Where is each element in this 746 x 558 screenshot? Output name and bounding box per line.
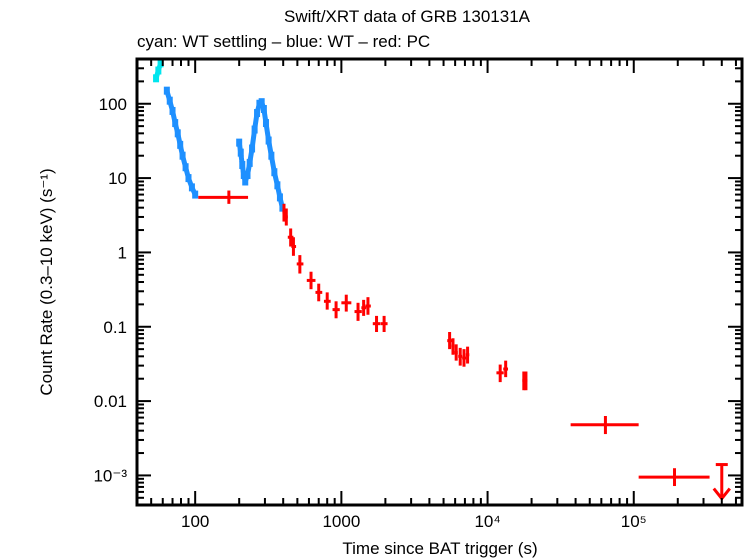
data-point <box>458 347 463 366</box>
data-point <box>306 271 316 290</box>
data-point <box>496 364 504 383</box>
data-point <box>174 129 181 138</box>
data-point <box>454 344 458 361</box>
data-point <box>179 151 186 160</box>
x-tick-label: 100 <box>181 512 209 531</box>
data-point <box>323 292 331 310</box>
ticks-layer <box>136 58 742 506</box>
data-point <box>192 190 199 199</box>
data-point <box>271 168 278 177</box>
data-point <box>157 59 164 68</box>
y-tick-label: 0.1 <box>103 318 127 337</box>
data-point <box>239 160 246 169</box>
x-tick-labels: 100 1000 10⁴ 10⁵ <box>181 512 647 531</box>
data-point <box>268 151 275 160</box>
series-wt <box>163 86 286 212</box>
y-tick-label: 10 <box>108 169 127 188</box>
data-point <box>354 302 362 321</box>
data-point <box>237 148 244 157</box>
data-point <box>291 237 297 256</box>
data-point <box>451 338 455 355</box>
series-pc <box>198 190 731 501</box>
data-point <box>153 74 160 83</box>
data-point <box>242 177 249 186</box>
data-point <box>524 371 528 391</box>
data-point <box>361 299 367 316</box>
data-point <box>570 416 639 435</box>
data-point <box>638 468 710 487</box>
y-axis-label: Count Rate (0.3–10 keV) (s⁻¹) <box>37 168 56 395</box>
x-tick-label: 10⁵ <box>621 512 647 531</box>
data-point <box>274 181 281 190</box>
data-point <box>166 96 173 105</box>
data-point <box>315 283 323 302</box>
data-layer <box>153 59 731 501</box>
x-tick-label: 10⁴ <box>474 512 500 531</box>
data-point <box>251 125 258 134</box>
data-point <box>172 119 179 128</box>
series-wt-settling <box>153 59 164 83</box>
plot-frame <box>135 57 744 507</box>
data-point <box>447 331 452 350</box>
data-point <box>163 86 170 95</box>
data-point <box>465 346 470 364</box>
data-point <box>240 171 247 180</box>
y-tick-label: 10⁻³ <box>93 466 127 485</box>
data-point <box>462 349 467 367</box>
data-point <box>296 255 304 274</box>
data-point <box>262 119 269 128</box>
data-point <box>276 193 283 202</box>
data-point <box>260 104 267 113</box>
data-point <box>380 315 388 332</box>
x-axis-label: Time since BAT trigger (s) <box>342 539 537 558</box>
data-point <box>254 109 261 118</box>
upper-limit <box>712 463 731 501</box>
data-point <box>503 360 509 378</box>
y-tick-labels: 100 10 1 0.1 0.01 10⁻³ <box>93 95 127 486</box>
chart-title: Swift/XRT data of GRB 130131A <box>284 7 531 26</box>
data-point <box>258 98 265 107</box>
data-point <box>279 203 286 212</box>
y-tick-label: 0.01 <box>94 392 127 411</box>
data-point <box>365 297 371 315</box>
chart-subtitle: cyan: WT settling – blue: WT – red: PC <box>137 32 430 51</box>
data-point <box>169 106 176 115</box>
data-point <box>284 208 288 226</box>
data-point <box>341 294 352 312</box>
data-point <box>244 171 251 180</box>
data-point <box>155 66 162 75</box>
data-point <box>198 190 249 204</box>
data-point <box>236 138 243 147</box>
data-point <box>332 301 340 319</box>
data-point <box>265 136 272 145</box>
y-tick-label: 100 <box>99 95 127 114</box>
data-point <box>177 140 184 149</box>
x-tick-label: 1000 <box>322 512 360 531</box>
y-tick-label: 1 <box>118 243 127 262</box>
data-point <box>372 315 381 332</box>
data-point <box>182 163 189 172</box>
data-point <box>188 183 195 192</box>
data-point <box>185 174 192 183</box>
data-point <box>246 158 253 167</box>
data-point <box>249 144 256 153</box>
